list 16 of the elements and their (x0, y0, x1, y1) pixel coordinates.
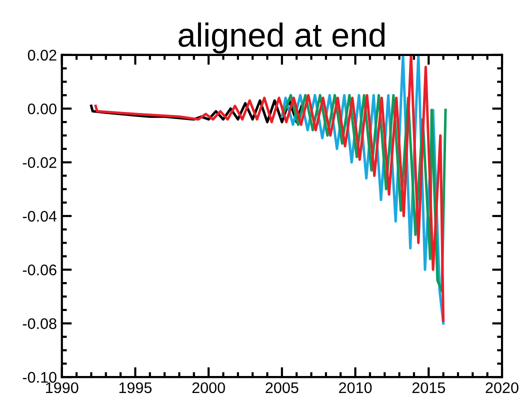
x-tick-label: 1995 (119, 382, 152, 394)
y-tick-label: -0.10 (22, 372, 56, 383)
y-tick-label: -0.08 (22, 318, 56, 330)
x-tick-label: 2005 (266, 382, 298, 394)
y-tick-label: -0.04 (22, 210, 57, 222)
x-tick-label: 2020 (486, 382, 518, 394)
line-series (94, 54, 445, 322)
x-tick-label: 2010 (339, 382, 372, 394)
y-tick-label: -0.02 (22, 157, 56, 168)
x-tick-label: 1990 (46, 382, 78, 394)
x-tick-label: 2000 (192, 382, 225, 394)
y-tick-label: 0.02 (28, 50, 56, 61)
chart-title: aligned at end (178, 22, 385, 54)
x-tick-label: 2015 (412, 382, 446, 394)
y-tick-label: 0.00 (28, 103, 56, 114)
y-tick-label: -0.06 (22, 264, 56, 276)
